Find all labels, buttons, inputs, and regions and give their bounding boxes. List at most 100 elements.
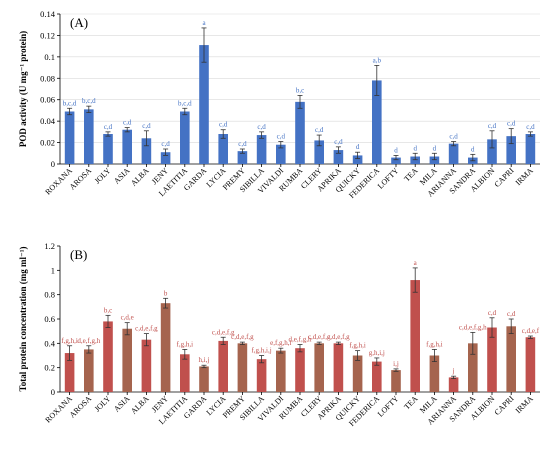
significance-letter: d,e,f,g,h	[289, 336, 312, 344]
panel-b-chart: 0 0.2 0.4 0.6 0.8 1 1.2 Total protein concentra…	[18, 241, 540, 428]
significance-letter: a	[202, 19, 206, 27]
significance-letter: b,c	[296, 86, 304, 94]
y-tick-label: 0.14	[40, 9, 56, 19]
y-tick-label: 0.6	[44, 314, 55, 324]
significance-letter: c,d,e,f	[522, 327, 540, 335]
bar-arosa	[84, 109, 94, 164]
significance-letter: c,d	[488, 122, 497, 130]
bar-jeny	[160, 152, 171, 164]
significance-letter: b,c,d	[63, 99, 77, 107]
bar-aprika	[333, 343, 344, 392]
bar-quicky	[352, 355, 363, 392]
bar-lofty	[391, 370, 401, 392]
bar-mila	[429, 355, 440, 392]
bar-joly	[103, 321, 113, 392]
significance-letter: a,b	[373, 56, 382, 64]
significance-letter: f,g,h,i,j	[251, 347, 271, 355]
x-tick-label: ALBA	[129, 166, 151, 188]
bar-laetitia	[180, 354, 190, 392]
bar-alba	[141, 339, 152, 392]
bar-arosa	[84, 349, 94, 392]
significance-letter: c,d	[238, 140, 247, 148]
x-tick-label: IRMA	[514, 166, 535, 187]
significance-letter: d	[394, 146, 398, 154]
x-tick-label: AROSA	[68, 394, 94, 420]
bar-capri	[506, 136, 516, 164]
significance-letter: f,g,h,i	[61, 337, 78, 345]
bar-garda	[199, 366, 209, 392]
x-tick-label: CAPRI	[493, 394, 516, 417]
bar-vivaldi	[276, 350, 286, 392]
significance-letter: c,d	[315, 126, 324, 134]
bar-quicky	[352, 155, 363, 164]
bar-rumba	[295, 101, 305, 164]
y-tick-label: 0	[51, 387, 55, 397]
y-tick-label: 0.1	[44, 52, 55, 62]
significance-letter: c,d,e,f,g	[327, 333, 350, 341]
significance-letter: d,e,f,g,h	[77, 337, 100, 345]
bar-asia	[122, 129, 132, 164]
x-tick-label: LOFTY	[376, 394, 401, 419]
panel-label: (B)	[70, 247, 87, 262]
x-tick-label: AROSA	[68, 166, 94, 192]
significance-letter: c,d,e,f,g,h	[459, 323, 487, 331]
bar-irma	[525, 337, 536, 392]
bar-arianna	[448, 143, 459, 164]
bar-aprika	[333, 150, 344, 164]
bar-federica	[372, 80, 382, 164]
significance-letter: f,g,h,i	[426, 340, 443, 348]
significance-letter: c,d,e,f,g	[231, 333, 254, 341]
bar-clery	[314, 343, 324, 392]
significance-letter: f,g,h,i	[349, 342, 366, 350]
bar-arianna	[448, 377, 459, 392]
bar-laetitia	[180, 111, 190, 164]
y-tick-label: 0.8	[44, 290, 55, 300]
bar-clery	[314, 140, 324, 164]
significance-letter: c,d	[449, 133, 458, 141]
significance-letter: i,j	[393, 360, 399, 368]
bar-jeny	[160, 303, 171, 392]
bar-rumba	[295, 348, 305, 392]
y-tick-label: 1	[51, 265, 55, 275]
x-tick-label: JOLY	[93, 394, 113, 414]
bar-capri	[506, 326, 516, 392]
bar-tea	[410, 280, 420, 392]
bar-joly	[103, 134, 113, 164]
significance-letter: b,c,d	[82, 97, 96, 105]
x-tick-label: ALBA	[129, 394, 151, 416]
significance-letter: c,d	[257, 123, 266, 131]
significance-letter: c,d,e,f,g	[135, 325, 158, 333]
significance-letter: c,d	[161, 140, 170, 148]
significance-letter: c,d,e,f,g	[212, 328, 235, 336]
significance-letter: d	[471, 145, 475, 153]
x-tick-label: ROXANA	[43, 166, 74, 197]
significance-letter: g,h,i,j	[369, 349, 385, 357]
bar-alba	[141, 138, 152, 164]
bar-irma	[525, 134, 536, 164]
y-axis-label: POD activity (U mg⁻¹ protein)	[18, 31, 28, 147]
bar-albion	[487, 327, 497, 392]
significance-letter: c,d	[123, 119, 132, 127]
bar-garda	[199, 45, 209, 165]
significance-letter: c,d	[507, 120, 516, 128]
x-tick-label: JOLY	[93, 166, 113, 186]
significance-letter: c,d	[104, 123, 113, 131]
significance-letter: c,d	[277, 133, 286, 141]
significance-letter: f,g,h,i	[177, 340, 194, 348]
significance-letter: c,d	[219, 121, 228, 129]
bar-sandra	[468, 343, 478, 392]
significance-letter: b,c,d	[178, 99, 192, 107]
bar-sibilla	[256, 135, 267, 164]
y-tick-label: 0.4	[44, 338, 55, 348]
significance-letter: c,d	[142, 122, 151, 130]
bar-lofty	[391, 157, 401, 164]
bar-tea	[410, 156, 420, 164]
x-tick-label: LOFTY	[376, 166, 401, 191]
x-tick-label: CAPRI	[493, 166, 516, 189]
significance-letter: c,d	[526, 123, 535, 131]
significance-letter: j	[452, 367, 455, 375]
significance-letter: a	[414, 259, 418, 267]
significance-letter: d	[433, 144, 437, 152]
y-tick-label: 0	[51, 159, 55, 169]
significance-letter: c,d	[334, 138, 343, 146]
